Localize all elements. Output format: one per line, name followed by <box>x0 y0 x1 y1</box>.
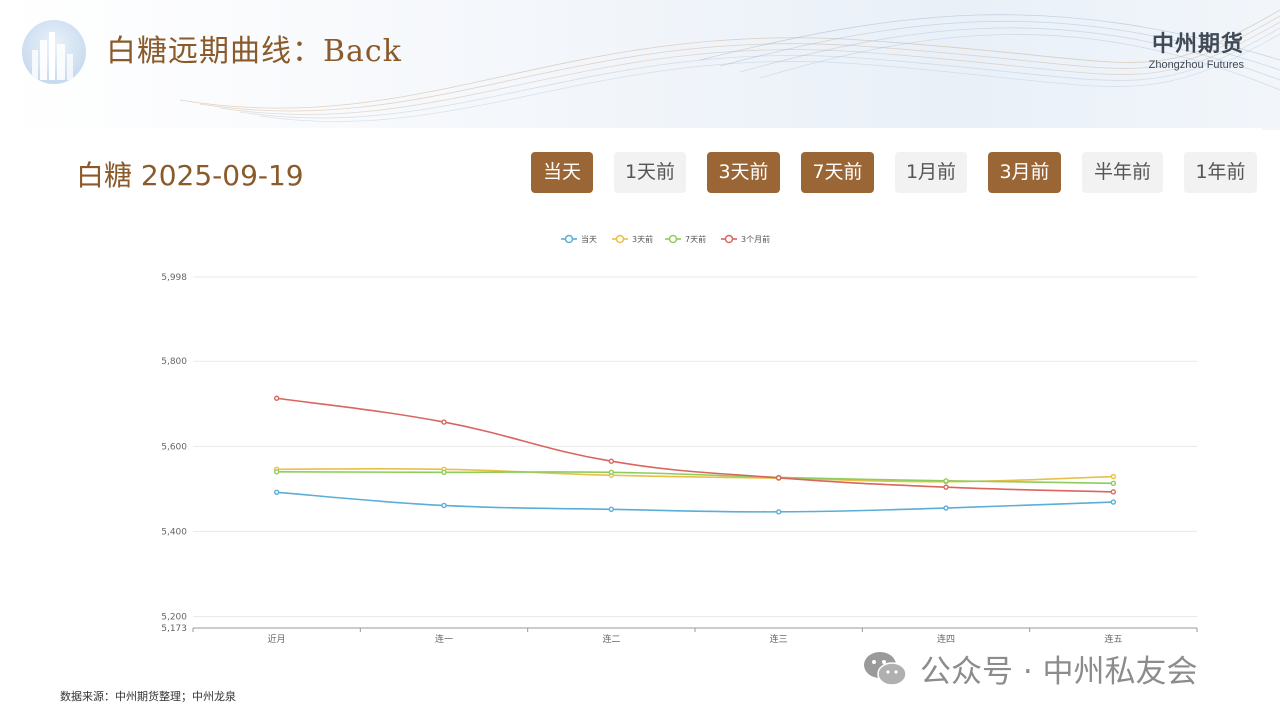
brand-logo: 中州期货 Zhongzhou Futures <box>1149 26 1244 71</box>
legend-item[interactable]: 3天前 <box>612 234 653 244</box>
header-background <box>0 0 1280 130</box>
data-source-note: 数据来源：中州期货整理；中州龙泉 <box>60 690 236 703</box>
wechat-icon <box>864 651 907 686</box>
city-skyline-logo <box>22 20 86 84</box>
brand-name-en: Zhongzhou Futures <box>1148 59 1244 71</box>
legend-marker <box>724 234 734 244</box>
period-button-3m[interactable]: 3月前 <box>988 152 1061 193</box>
legend-item[interactable]: 7天前 <box>665 234 706 244</box>
brand-name-cn: 中州期货 <box>1151 32 1244 57</box>
watermark-text: 公众号 · 中州私友会 <box>920 654 1198 690</box>
legend-label: 当天 <box>581 234 597 244</box>
chart-panel <box>42 128 1262 648</box>
chart-heading: 白糖 2025-09-19 <box>76 159 304 192</box>
period-button-1y[interactable]: 1年前 <box>1184 152 1257 193</box>
wechat-watermark: 公众号 · 中州私友会 <box>862 646 1198 691</box>
period-button-6m[interactable]: 半年前 <box>1082 152 1163 193</box>
period-button-today[interactable]: 当天 <box>531 152 593 193</box>
legend-marker <box>668 234 678 244</box>
legend-label: 3个月前 <box>741 234 770 244</box>
period-button-3d[interactable]: 3天前 <box>707 152 780 193</box>
skyline-icon <box>32 32 73 80</box>
legend-label: 3天前 <box>632 234 653 244</box>
period-button-1d[interactable]: 1天前 <box>614 152 686 193</box>
decorative-wave-lines <box>179 9 1280 122</box>
legend-marker <box>564 234 574 244</box>
legend-marker <box>615 234 625 244</box>
legend-item[interactable]: 当天 <box>561 234 597 244</box>
legend-label: 7天前 <box>685 234 706 244</box>
slide-title: 白糖远期曲线：Back <box>106 34 402 69</box>
period-button-7d[interactable]: 7天前 <box>801 152 874 193</box>
legend-item[interactable]: 3个月前 <box>721 234 770 244</box>
period-button-1m[interactable]: 1月前 <box>895 152 967 193</box>
